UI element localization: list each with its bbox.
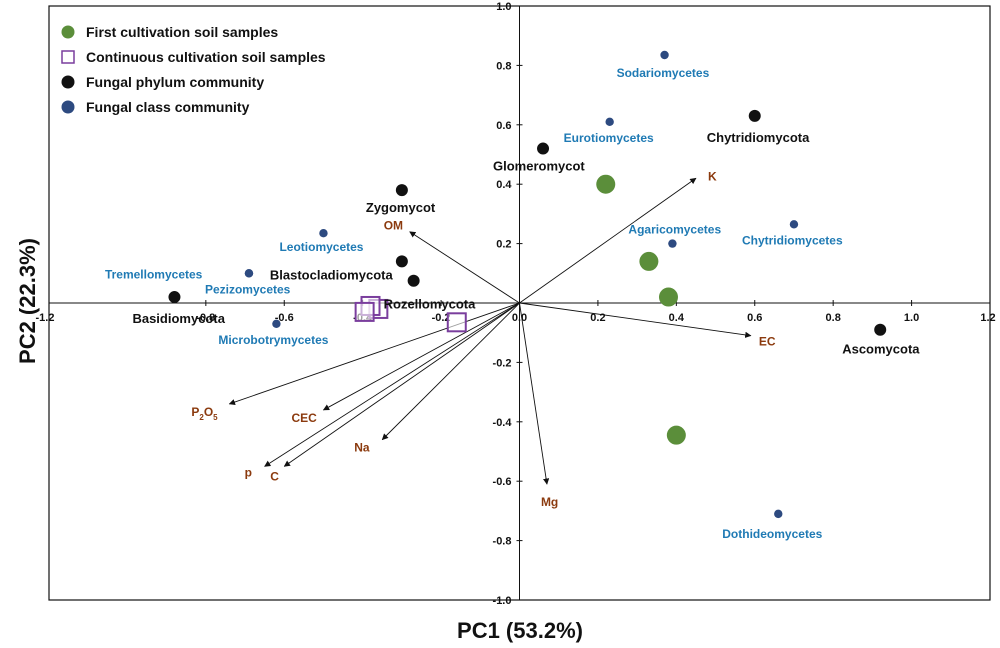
class-point: [244, 269, 254, 278]
class-label-pezizomycetes: Pezizomycetes: [205, 282, 291, 296]
phylum-point: [748, 109, 761, 122]
y-tick-label: -0.2: [493, 357, 512, 369]
legend: First cultivation soil samples Continuous…: [61, 24, 326, 115]
x-tick-label: -0.2: [432, 312, 451, 324]
class-label-leotiomycetes: Leotiomycetes: [279, 240, 363, 254]
class-point: [605, 117, 614, 127]
class-label-microbotrymycetes: Microbotrymycetes: [218, 333, 328, 347]
x-tick-label: 1.0: [904, 312, 919, 324]
continuous-cultivation-point: [446, 312, 467, 333]
y-tick-label: -0.8: [493, 536, 512, 548]
phylum-label-ascomycota: Ascomycota: [842, 342, 920, 357]
phylum-point: [537, 142, 550, 155]
y-axis-title: PC2 (22.3%): [15, 238, 40, 364]
x-tick-label: 0.0: [512, 312, 527, 324]
first-cultivation-point: [658, 287, 678, 307]
class-label-sodariomycetes: Sodariomycetes: [617, 66, 710, 80]
vector-arrow-c: [283, 302, 520, 467]
y-tick-label: -1.0: [493, 595, 512, 607]
vector-arrow-k: [519, 177, 697, 304]
vector-label-p: p: [245, 465, 252, 479]
class-label-tremellomycetes: Tremellomycetes: [105, 267, 203, 281]
phylum-point: [874, 323, 887, 336]
first-cultivation-point: [666, 425, 686, 445]
environment-vectors-group: [228, 177, 752, 485]
class-point: [668, 239, 677, 248]
x-tick-label: -1.2: [36, 312, 55, 324]
first-cultivation-point: [596, 174, 616, 194]
vector-arrow-p2o5: [228, 302, 520, 406]
vector-label-k: K: [708, 169, 717, 183]
x-tick-label: 0.6: [747, 312, 762, 324]
x-axis-title: PC1 (53.2%): [457, 618, 583, 643]
vector-label-c: C: [270, 469, 279, 483]
phylum-label-basidiomycota: Basidiomycota: [132, 311, 225, 326]
vector-label-p2o5: P2O5: [191, 405, 218, 422]
legend-label: Continuous cultivation soil samples: [86, 49, 326, 65]
x-tick-label: 0.4: [669, 312, 685, 324]
phylum-label-zygomycot: Zygomycot: [366, 200, 436, 215]
vector-label-na: Na: [354, 441, 370, 455]
vector-arrow-ec: [519, 302, 752, 338]
legend-label: Fungal class community: [86, 99, 250, 115]
legend-marker-black: [61, 75, 75, 89]
class-point: [789, 220, 799, 229]
vector-arrow-na: [381, 302, 520, 441]
legend-label: First cultivation soil samples: [86, 24, 278, 40]
y-tick-label: 0.4: [496, 179, 512, 191]
legend-label: Fungal phylum community: [86, 74, 264, 90]
class-point: [272, 319, 281, 328]
class-point: [660, 50, 669, 60]
x-tick-label: -0.8: [196, 312, 215, 324]
y-tick-label: 0.8: [496, 60, 511, 72]
vector-label-cec: CEC: [291, 411, 317, 425]
phylum-label-glomeromycot: Glomeromycot: [493, 159, 585, 174]
points-group: [168, 50, 887, 519]
first-cultivation-point: [639, 251, 659, 271]
vector-arrow-cec: [322, 302, 520, 411]
phylum-point: [407, 274, 420, 287]
continuous-cultivation-point: [354, 301, 375, 322]
y-tick-label: 0.6: [496, 120, 511, 132]
phylum-label-rozellomycota: Rozellomycota: [384, 297, 477, 312]
phylum-label-blastocladiomycota: Blastocladiomycota: [270, 267, 394, 282]
class-label-dothideomycetes: Dothideomycetes: [722, 527, 822, 541]
legend-marker-green: [61, 25, 75, 39]
vector-arrow-p: [264, 302, 520, 467]
vector-label-mg: Mg: [541, 495, 558, 509]
y-tick-label: -0.6: [493, 476, 512, 488]
vector-label-om: OM: [384, 219, 403, 233]
class-label-eurotiomycetes: Eurotiomycetes: [564, 131, 654, 145]
class-point: [319, 229, 328, 238]
legend-marker-purple: [61, 50, 75, 64]
legend-marker-blue: [61, 100, 75, 114]
phylum-point: [168, 291, 181, 304]
class-label-chytridiomycetes: Chytridiomycetes: [742, 233, 843, 247]
phylum-point: [395, 255, 408, 268]
y-tick-label: 0.2: [496, 239, 511, 251]
y-tick-label: -0.4: [493, 417, 513, 429]
vector-label-ec: EC: [759, 335, 776, 349]
class-point: [774, 509, 783, 519]
point-labels-group: K OM EC P2O5 CEC p C Na Mg Basidiomycota Zygomycot…: [105, 66, 920, 541]
phylum-label-chytridiomycota: Chytridiomycota: [707, 130, 810, 145]
phylum-point: [395, 184, 408, 197]
vector-arrow-mg: [519, 302, 550, 485]
y-tick-label: 1.0: [496, 1, 511, 13]
class-label-agaricomycetes: Agaricomycetes: [628, 223, 721, 237]
x-tick-label: 0.8: [826, 312, 841, 324]
vector-arrow-om: [409, 231, 520, 304]
x-tick-label: 1.2: [980, 312, 995, 324]
